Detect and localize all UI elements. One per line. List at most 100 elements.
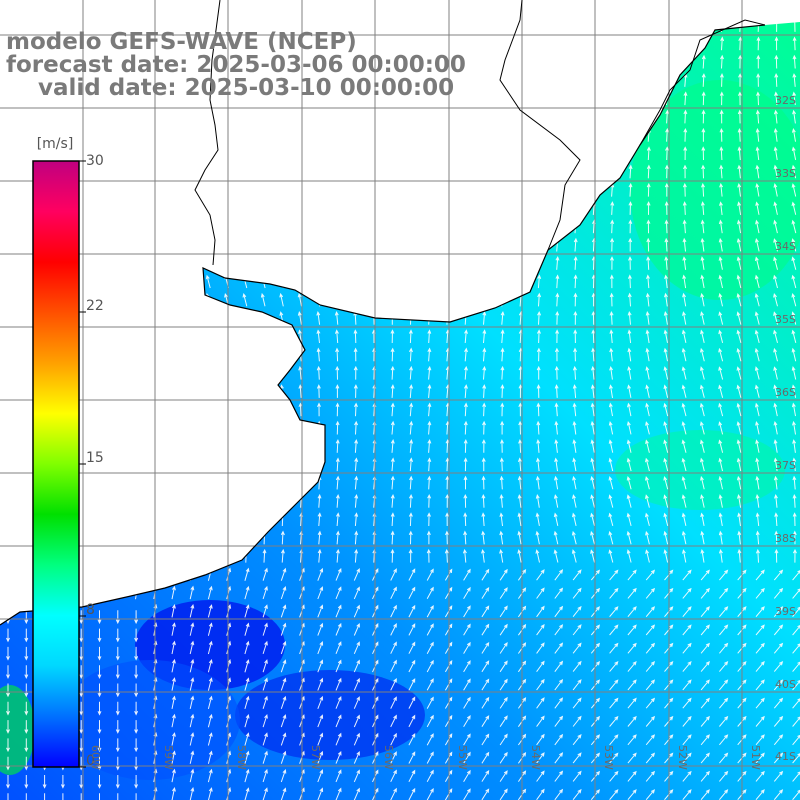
wind-arrow xyxy=(701,182,705,197)
wind-arrow xyxy=(645,715,656,727)
wind-arrow xyxy=(189,750,195,764)
wind-arrow xyxy=(682,256,687,270)
wind-arrow xyxy=(590,439,595,453)
wind-arrow xyxy=(353,586,360,600)
wind-arrow xyxy=(244,677,250,691)
wind-arrow xyxy=(189,768,195,783)
wind-arrow xyxy=(554,642,564,654)
wind-arrow xyxy=(334,310,339,325)
wind-arrow xyxy=(518,402,523,417)
wind-arrow xyxy=(189,640,195,655)
wind-arrow xyxy=(24,775,29,789)
wind-arrow xyxy=(115,665,120,679)
wind-arrow xyxy=(736,366,742,380)
wind-arrow xyxy=(627,697,637,709)
wind-arrow xyxy=(738,36,743,51)
wind-arrow xyxy=(682,734,692,746)
wind-arrow xyxy=(792,752,800,764)
wind-arrow xyxy=(481,660,490,673)
wind-arrow xyxy=(663,311,668,325)
wind-arrow xyxy=(463,678,471,691)
wind-arrow xyxy=(445,493,450,508)
wind-arrow xyxy=(718,457,723,472)
wind-arrow xyxy=(115,738,120,753)
wind-arrow xyxy=(463,733,471,746)
wind-arrow xyxy=(335,732,342,746)
wind-arrow xyxy=(737,219,742,234)
wind-arrow xyxy=(755,164,760,179)
wind-arrow xyxy=(700,624,710,636)
wind-arrow xyxy=(627,789,637,800)
wind-arrow xyxy=(608,494,614,508)
wind-arrow xyxy=(627,624,637,636)
wind-arrow xyxy=(737,201,742,215)
wind-arrow xyxy=(481,568,490,581)
wind-arrow xyxy=(79,738,84,753)
wind-arrow xyxy=(482,402,487,417)
wind-arrow xyxy=(463,402,468,417)
wind-arrow xyxy=(608,457,614,472)
wind-arrow xyxy=(481,475,486,490)
wind-arrow xyxy=(171,750,176,764)
wind-arrow xyxy=(6,756,10,771)
wind-arrow xyxy=(426,586,434,600)
wind-arrow xyxy=(500,384,505,398)
wind-arrow xyxy=(353,714,360,728)
wind-arrow xyxy=(171,603,176,618)
wind-arrow xyxy=(409,420,414,435)
wind-arrow xyxy=(572,624,582,636)
wind-arrow xyxy=(79,665,84,679)
wind-arrow xyxy=(664,164,669,179)
wind-arrow xyxy=(645,421,650,435)
wind-arrow xyxy=(79,775,84,789)
wind-arrow xyxy=(627,292,632,307)
wind-arrow xyxy=(536,439,541,453)
wind-arrow xyxy=(499,696,508,709)
wind-arrow xyxy=(207,604,213,618)
wind-arrow xyxy=(737,91,742,106)
wind-arrow xyxy=(24,646,29,661)
wind-arrow xyxy=(681,457,687,472)
latitude-label: 35S xyxy=(775,313,796,326)
wind-arrow xyxy=(774,73,779,87)
wind-arrow xyxy=(700,548,705,563)
wind-arrow xyxy=(700,457,705,472)
wind-arrow xyxy=(736,457,742,472)
colorbar-tick-label: 15 xyxy=(86,450,104,466)
wind-arrow xyxy=(773,679,784,691)
wind-arrow xyxy=(590,402,595,417)
wind-arrow xyxy=(791,311,797,325)
wind-arrow xyxy=(755,789,765,800)
wind-arrow xyxy=(555,310,560,325)
wind-arrow xyxy=(736,402,742,417)
wind-arrow xyxy=(408,329,413,344)
wind-arrow xyxy=(481,770,490,782)
wind-arrow xyxy=(463,660,471,673)
wind-arrow xyxy=(482,347,487,362)
wind-arrow xyxy=(499,605,508,618)
wind-arrow xyxy=(773,420,778,435)
wind-arrow xyxy=(681,530,687,545)
wind-arrow xyxy=(536,623,545,636)
wind-arrow xyxy=(427,493,432,508)
wind-arrow xyxy=(627,752,637,764)
wind-arrow xyxy=(792,109,797,124)
wind-arrow xyxy=(609,789,619,800)
wind-arrow xyxy=(6,738,10,753)
wind-arrow xyxy=(754,292,760,307)
wind-arrow xyxy=(134,775,139,789)
wind-arrow xyxy=(626,512,632,527)
wind-arrow xyxy=(571,549,577,563)
wind-arrow xyxy=(663,512,669,527)
wind-arrow xyxy=(408,493,413,508)
wind-arrow xyxy=(499,587,508,599)
wind-arrow xyxy=(681,347,687,362)
wind-arrow xyxy=(626,475,632,490)
wind-arrow xyxy=(242,292,248,307)
wind-arrow xyxy=(627,606,637,618)
wind-arrow xyxy=(79,610,84,625)
wind-arrow xyxy=(792,734,800,746)
wind-arrow xyxy=(755,201,760,215)
wind-arrow xyxy=(499,623,508,636)
